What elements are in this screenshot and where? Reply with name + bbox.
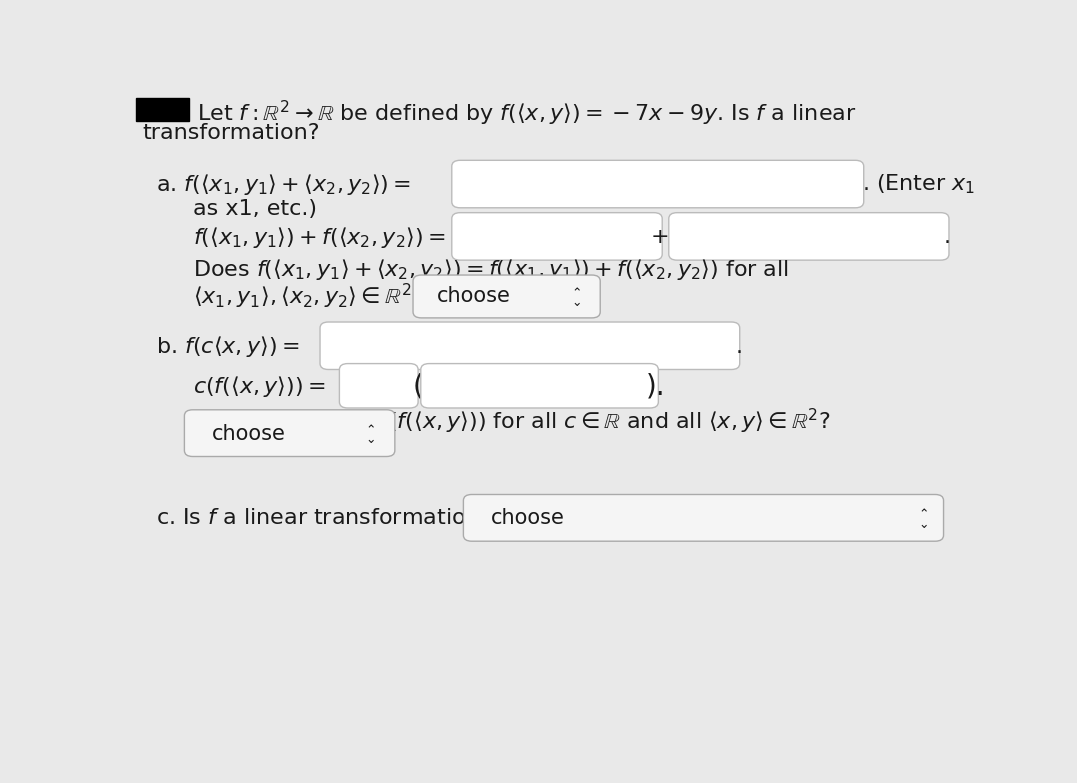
Text: .: . <box>736 337 742 356</box>
Text: $f(\langle x_1, y_1\rangle) + f(\langle x_2, y_2\rangle) =$: $f(\langle x_1, y_1\rangle) + f(\langle … <box>193 225 445 250</box>
FancyBboxPatch shape <box>136 98 188 121</box>
Text: +: + <box>651 227 670 247</box>
Text: . (Enter $x_1$: . (Enter $x_1$ <box>862 172 975 196</box>
Text: ).: ). <box>645 373 666 401</box>
Text: a. $f(\langle x_1, y_1\rangle + \langle x_2, y_2\rangle) =$: a. $f(\langle x_1, y_1\rangle + \langle … <box>156 172 411 197</box>
Text: choose: choose <box>491 508 565 529</box>
Text: choose: choose <box>437 287 510 306</box>
Text: ⌄: ⌄ <box>571 296 582 309</box>
Text: Let $f : \mathbb{R}^2 \rightarrow \mathbb{R}$ be defined by $f(\langle x, y\rang: Let $f : \mathbb{R}^2 \rightarrow \mathb… <box>197 99 856 128</box>
Text: ⌃: ⌃ <box>919 509 928 521</box>
Text: .: . <box>943 227 951 247</box>
Text: (: ( <box>412 373 423 401</box>
FancyBboxPatch shape <box>669 213 949 260</box>
FancyBboxPatch shape <box>339 363 418 408</box>
Text: Does $f(\langle x_1, y_1\rangle + \langle x_2, y_2\rangle) = f(\langle x_1, y_1\: Does $f(\langle x_1, y_1\rangle + \langl… <box>193 257 788 282</box>
Text: transformation?: transformation? <box>142 123 320 143</box>
Text: $\langle x_1, y_1\rangle, \langle x_2, y_2\rangle \in \mathbb{R}^2$?: $\langle x_1, y_1\rangle, \langle x_2, y… <box>193 282 423 311</box>
Text: ⌄: ⌄ <box>366 433 376 446</box>
FancyBboxPatch shape <box>412 275 600 318</box>
Text: b. $f(c\langle x, y\rangle) =$: b. $f(c\langle x, y\rangle) =$ <box>156 334 299 359</box>
FancyBboxPatch shape <box>451 213 662 260</box>
FancyBboxPatch shape <box>320 322 740 370</box>
FancyBboxPatch shape <box>184 410 395 456</box>
Text: ⌃: ⌃ <box>366 424 376 437</box>
FancyBboxPatch shape <box>463 495 943 541</box>
Text: as x1, etc.): as x1, etc.) <box>193 200 317 219</box>
Text: choose: choose <box>212 424 286 443</box>
Text: c. Is $f$ a linear transformation?: c. Is $f$ a linear transformation? <box>156 508 491 529</box>
Text: ⌄: ⌄ <box>919 518 928 531</box>
FancyBboxPatch shape <box>421 363 658 408</box>
FancyBboxPatch shape <box>451 161 864 207</box>
Text: $c(f(\langle x, y\rangle)) =$: $c(f(\langle x, y\rangle)) =$ <box>193 374 325 399</box>
Text: ⌃: ⌃ <box>571 287 582 300</box>
Text: Does $f(c\langle x, y\rangle) = c(f(\langle x, y\rangle))$ for all $c \in \mathb: Does $f(c\langle x, y\rangle) = c(f(\lan… <box>193 406 830 436</box>
